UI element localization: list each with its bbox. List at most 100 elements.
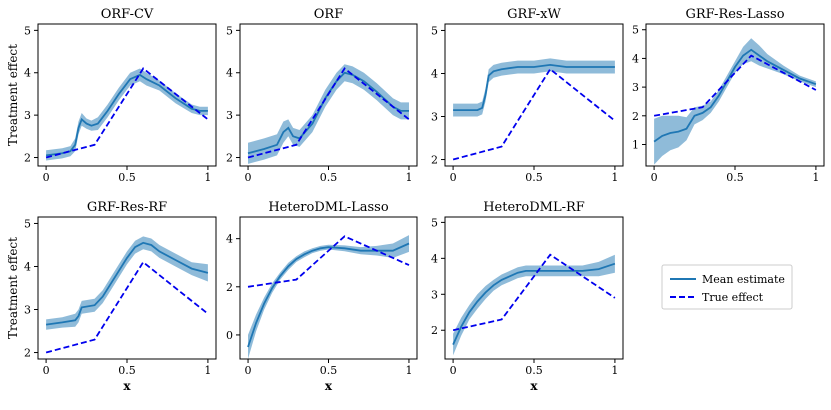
panel-title-heterodml-rf: HeteroDML-RF [483, 200, 585, 215]
x-tick-label-grf-res-rf: 0.5 [118, 364, 136, 377]
x-tick-label-grf-res-lasso: 1 [812, 171, 819, 184]
legend-box [661, 264, 793, 310]
plot-area-orf-cv [45, 67, 209, 161]
y-tick-label-orf-cv: 5 [24, 24, 31, 37]
true-effect-line-orf-cv [45, 67, 209, 159]
panel-title-orf-cv: ORF-CV [101, 7, 154, 22]
true-effect-line-grf-xw [452, 67, 616, 161]
mean-estimate-line-orf-cv [45, 73, 208, 157]
y-tick-label-grf-res-lasso: 5 [632, 24, 639, 37]
y-tick-label-heterodml-rf: 2 [431, 324, 438, 337]
y-axis-label-grf-res-rf: Treatment effect [6, 237, 20, 339]
x-tick-label-orf: 0 [245, 171, 252, 184]
x-tick-label-grf-xw: 0.5 [525, 171, 543, 184]
confidence-band-orf [248, 64, 409, 164]
y-tick-label-grf-res-rf: 5 [24, 217, 31, 230]
panel-orf-cv: ORF-CV 0 0.5 1 2 3 4 5 Treatment effect [6, 7, 217, 184]
y-tick-label-orf: 3 [226, 109, 233, 122]
mean-estimate-line-grf-res-lasso [653, 48, 817, 143]
x-tick-label-heterodml-rf: 1 [611, 364, 618, 377]
x-tick-label-orf-cv: 1 [204, 171, 211, 184]
x-tick-label-orf: 1 [405, 171, 412, 184]
x-tick-label-grf-res-lasso: 0 [651, 171, 658, 184]
y-tick-label-heterodml-lasso: 2 [226, 281, 233, 294]
y-tick-label-orf: 5 [226, 24, 233, 37]
x-axis-label-grf-res-rf: x [123, 379, 131, 393]
plot-area-grf-res-rf [45, 236, 209, 354]
y-tick-label-orf: 2 [226, 152, 233, 165]
panel-title-orf: ORF [314, 7, 343, 22]
panel-grf-xw: GRF-xW 0 0.5 1 2 3 4 5 [431, 7, 624, 184]
y-tick-label-heterodml-lasso: 4 [226, 233, 233, 246]
y-tick-label-grf-xw: 3 [431, 111, 438, 124]
panel-heterodml-lasso: HeteroDML-Lasso 0 0.5 1 0 2 4 x [226, 200, 418, 393]
y-tick-label-heterodml-lasso: 0 [226, 329, 233, 342]
axes-frame-heterodml-rf [444, 216, 624, 360]
legend-mean-label: Mean estimate [702, 273, 785, 286]
legend-true-label: True effect [702, 291, 764, 304]
x-tick-label-heterodml-lasso: 0 [245, 364, 252, 377]
x-tick-label-orf-cv: 0 [43, 171, 50, 184]
panel-title-heterodml-lasso: HeteroDML-Lasso [268, 200, 388, 215]
x-tick-label-grf-res-rf: 0 [43, 364, 50, 377]
confidence-band-grf-res-lasso [654, 38, 816, 165]
axes-frame-heterodml-lasso [239, 216, 418, 360]
x-tick-label-grf-res-lasso: 0.5 [726, 171, 744, 184]
x-tick-label-grf-res-rf: 1 [204, 364, 211, 377]
y-tick-label-grf-res-lasso: 1 [632, 138, 639, 151]
true-effect-line-grf-res-rf [45, 260, 209, 354]
x-tick-label-grf-xw: 1 [611, 171, 618, 184]
x-tick-label-heterodml-lasso: 1 [405, 364, 412, 377]
plot-area-grf-xw [452, 58, 616, 161]
panel-orf: ORF 0 0.5 1 2 3 4 5 [226, 7, 418, 184]
x-tick-label-heterodml-rf: 0.5 [525, 364, 543, 377]
x-axis-label-heterodml-lasso: x [325, 379, 333, 393]
y-tick-label-heterodml-rf: 5 [431, 216, 438, 229]
y-tick-label-grf-xw: 5 [431, 24, 438, 37]
y-tick-label-grf-xw: 2 [431, 154, 438, 167]
true-effect-line-heterodml-rf [452, 253, 616, 332]
y-axis-label-orf-cv: Treatment effect [6, 44, 20, 146]
true-effect-line-grf-res-lasso [653, 54, 817, 117]
plot-area-orf [247, 64, 410, 164]
x-tick-label-grf-xw: 0 [450, 171, 457, 184]
mean-estimate-line-heterodml-rf [452, 262, 616, 345]
x-tick-label-heterodml-rf: 0 [450, 364, 457, 377]
x-tick-label-orf-cv: 0.5 [118, 171, 136, 184]
y-tick-label-orf-cv: 4 [24, 67, 31, 80]
confidence-band-grf-xw [453, 58, 615, 117]
y-tick-label-heterodml-rf: 3 [431, 288, 438, 301]
panel-grf-res-lasso: GRF-Res-Lasso 0 0.5 1 1 2 3 4 5 [632, 7, 825, 184]
y-tick-label-grf-res-lasso: 4 [632, 52, 639, 65]
panel-title-grf-res-lasso: GRF-Res-Lasso [685, 7, 784, 22]
y-tick-label-grf-res-rf: 3 [24, 304, 31, 317]
plot-area-heterodml-lasso [247, 235, 410, 359]
y-tick-label-grf-res-rf: 2 [24, 347, 31, 360]
y-tick-label-grf-res-lasso: 2 [632, 110, 639, 123]
mean-estimate-line-heterodml-lasso [247, 242, 410, 348]
mean-estimate-line-grf-res-rf [45, 241, 209, 326]
y-tick-label-orf-cv: 3 [24, 109, 31, 122]
panel-heterodml-rf: HeteroDML-RF 0 0.5 1 2 3 4 5 x [431, 200, 624, 393]
true-effect-line-orf [247, 67, 410, 159]
mean-estimate-line-grf-xw [453, 63, 615, 111]
y-tick-label-heterodml-rf: 4 [431, 252, 438, 265]
panel-title-grf-res-rf: GRF-Res-RF [87, 200, 167, 215]
y-tick-label-grf-res-rf: 4 [24, 260, 31, 273]
legend: Mean estimate True effect [661, 264, 793, 310]
x-tick-label-orf: 0.5 [320, 171, 338, 184]
confidence-band-heterodml-rf [453, 254, 615, 356]
y-tick-label-orf: 4 [226, 67, 233, 80]
y-tick-label-grf-xw: 4 [431, 67, 438, 80]
plot-area-heterodml-rf [452, 253, 616, 356]
y-tick-label-orf-cv: 2 [24, 152, 31, 165]
x-tick-label-heterodml-lasso: 0.5 [320, 364, 338, 377]
true-effect-line-heterodml-lasso [247, 235, 410, 288]
confidence-band-grf-res-rf [46, 236, 208, 330]
panel-title-grf-xw: GRF-xW [507, 7, 561, 22]
panel-grf-res-rf: GRF-Res-RF 0 0.5 1 2 3 4 5 Treatment effect x [6, 200, 217, 393]
plot-area-grf-res-lasso [653, 38, 817, 165]
y-tick-label-grf-res-lasso: 3 [632, 81, 639, 94]
x-axis-label-heterodml-rf: x [530, 379, 538, 393]
